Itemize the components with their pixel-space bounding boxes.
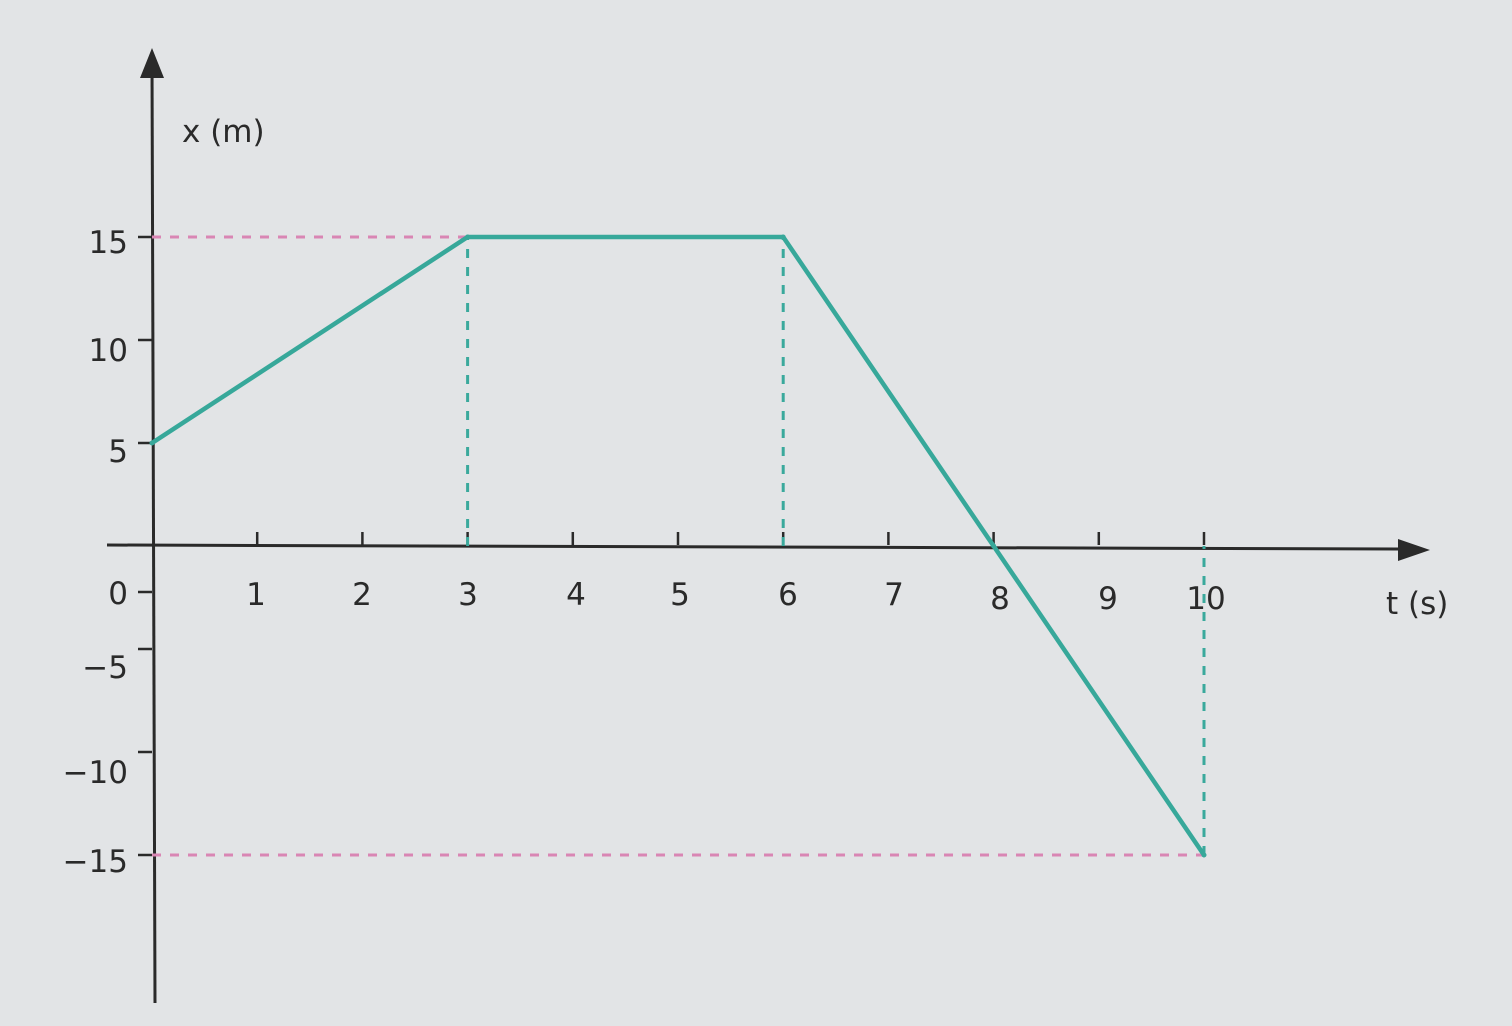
data-point-4 — [991, 543, 997, 549]
x-tick-label-9: 9 — [1098, 581, 1118, 617]
x-tick-label-10: 10 — [1186, 581, 1225, 617]
y-axis-line — [150, 61, 157, 1004]
x-tick-label-1: 1 — [246, 577, 266, 613]
x-axis-label: t (s) — [1386, 586, 1448, 622]
guide-lines — [152, 235, 1206, 857]
x-axis-line — [106, 543, 1401, 551]
data-point-5 — [1201, 852, 1207, 858]
x-tick-label-2: 2 — [352, 577, 372, 613]
y-tick-label-minus-10: −10 — [63, 755, 128, 791]
y-axis-label: x (m) — [182, 114, 265, 150]
x-tick-label-7: 7 — [884, 577, 904, 613]
y-tick-label-5: 5 — [108, 434, 128, 470]
y-tick-label-minus-5: −5 — [82, 650, 128, 686]
data-point-3 — [780, 234, 786, 240]
x-tick-label-6: 6 — [778, 577, 798, 613]
x-axis-arrowhead — [1398, 539, 1430, 561]
x-tick-label-4: 4 — [566, 577, 586, 613]
x-tick-label-5: 5 — [670, 577, 690, 613]
y-tick-label-15: 15 — [89, 225, 128, 261]
y-tick-label-0: 0 — [108, 576, 128, 612]
x-tick-label-3: 3 — [458, 577, 478, 613]
y-tick-label-minus-15: −15 — [63, 844, 128, 880]
data-point-1 — [149, 440, 155, 446]
data-point-2 — [465, 234, 471, 240]
data-layer — [149, 234, 1207, 858]
y-axis-arrowhead — [140, 48, 164, 78]
y-tick-label-10: 10 — [89, 333, 128, 369]
x-tick-label-8: 8 — [990, 581, 1010, 617]
